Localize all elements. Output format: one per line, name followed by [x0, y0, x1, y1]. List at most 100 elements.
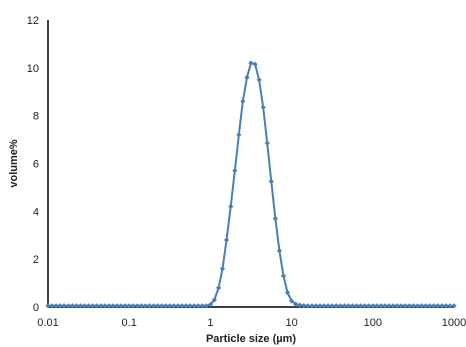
data-point-marker — [73, 303, 80, 309]
data-point-marker — [199, 303, 205, 309]
data-point-marker — [305, 303, 311, 309]
data-point-marker — [443, 303, 449, 309]
data-point-marker — [390, 303, 396, 309]
data-point-marker — [410, 303, 416, 309]
data-point-marker — [341, 303, 348, 309]
data-point-marker — [240, 98, 246, 104]
x-tick-label: 1 — [207, 317, 213, 329]
y-axis-title: volume% — [8, 139, 20, 188]
data-point-marker — [451, 303, 457, 309]
data-point-marker — [252, 61, 258, 67]
data-point-marker — [228, 203, 234, 210]
data-point-marker — [301, 302, 307, 309]
data-point-marker — [114, 303, 120, 309]
y-tick-label: 0 — [33, 302, 39, 314]
data-point-marker — [191, 303, 197, 309]
data-point-marker — [61, 303, 67, 309]
data-point-marker — [159, 303, 165, 309]
data-point-marker — [223, 237, 230, 243]
y-tick-label: 4 — [33, 206, 39, 218]
data-point-marker — [106, 303, 112, 309]
data-point-marker — [362, 303, 368, 309]
x-tick-label: 0.1 — [122, 317, 137, 329]
data-point-marker — [49, 303, 55, 309]
data-point-marker — [309, 303, 315, 309]
data-point-marker — [118, 303, 124, 309]
series-line — [48, 61, 454, 307]
y-tick-label: 8 — [33, 111, 39, 123]
data-point-marker — [289, 298, 295, 304]
data-point-marker — [126, 303, 132, 309]
data-point-marker — [138, 303, 144, 309]
data-point-marker — [398, 303, 404, 309]
data-point-marker — [183, 303, 189, 309]
data-point-marker — [219, 266, 226, 272]
data-point-marker — [90, 303, 96, 309]
data-point-marker — [98, 303, 104, 309]
data-point-marker — [423, 303, 429, 309]
data-point-marker — [146, 303, 153, 309]
data-point-marker — [187, 303, 193, 309]
data-point-marker — [317, 303, 323, 309]
y-tick-label: 12 — [27, 15, 39, 27]
data-point-marker — [122, 303, 128, 309]
data-point-marker — [358, 303, 364, 309]
data-point-marker — [292, 301, 299, 307]
data-point-marker — [260, 104, 266, 110]
data-point-marker — [110, 303, 116, 309]
data-point-marker — [321, 303, 327, 309]
data-point-marker — [268, 178, 274, 185]
data-point-marker — [406, 303, 412, 309]
data-point-marker — [151, 303, 157, 309]
data-point-marker — [175, 303, 181, 309]
data-point-marker — [435, 303, 441, 309]
data-point-marker — [297, 302, 303, 308]
data-point-marker — [102, 303, 108, 309]
data-point-marker — [370, 303, 376, 309]
data-point-marker — [81, 303, 88, 309]
data-point-marker — [171, 303, 177, 309]
x-tick-label: 1000 — [442, 317, 466, 329]
series-markers — [45, 60, 457, 309]
tick-labels: 0 2 4 6 8 10 12 0.01 0.1 1 10 100 1000 — [27, 15, 466, 329]
data-point-marker — [203, 303, 209, 309]
data-point-marker — [418, 303, 425, 309]
data-point-marker — [284, 290, 291, 296]
data-point-marker — [195, 303, 201, 309]
data-point-marker — [232, 168, 238, 174]
data-point-marker — [272, 215, 278, 222]
data-point-marker — [130, 303, 136, 309]
data-point-marker — [353, 303, 360, 309]
data-point-marker — [280, 273, 287, 279]
data-point-marker — [57, 303, 63, 309]
data-point-marker — [77, 303, 84, 309]
data-point-marker — [402, 303, 408, 309]
data-point-marker — [256, 77, 262, 83]
data-point-marker — [94, 303, 100, 309]
data-point-marker — [325, 303, 331, 309]
data-point-marker — [167, 303, 173, 309]
data-point-marker — [276, 248, 283, 254]
data-point-marker — [244, 74, 250, 80]
data-point-marker — [329, 303, 335, 309]
data-point-marker — [134, 303, 140, 309]
data-point-marker — [427, 303, 433, 309]
data-point-marker — [333, 303, 339, 309]
data-point-marker — [207, 302, 213, 308]
data-point-marker — [211, 297, 217, 303]
data-point-marker — [85, 303, 92, 309]
x-tick-label: 10 — [285, 317, 297, 329]
data-point-marker — [378, 303, 384, 309]
data-point-marker — [337, 303, 343, 309]
data-point-marker — [313, 303, 319, 309]
data-point-marker — [349, 303, 356, 309]
data-point-marker — [386, 303, 392, 309]
x-tick-label: 0.01 — [37, 317, 58, 329]
data-point-marker — [264, 140, 270, 146]
data-point-marker — [163, 303, 169, 309]
data-point-marker — [414, 303, 421, 309]
data-point-marker — [366, 303, 372, 309]
y-tick-label: 10 — [27, 63, 39, 75]
data-point-marker — [45, 303, 51, 309]
